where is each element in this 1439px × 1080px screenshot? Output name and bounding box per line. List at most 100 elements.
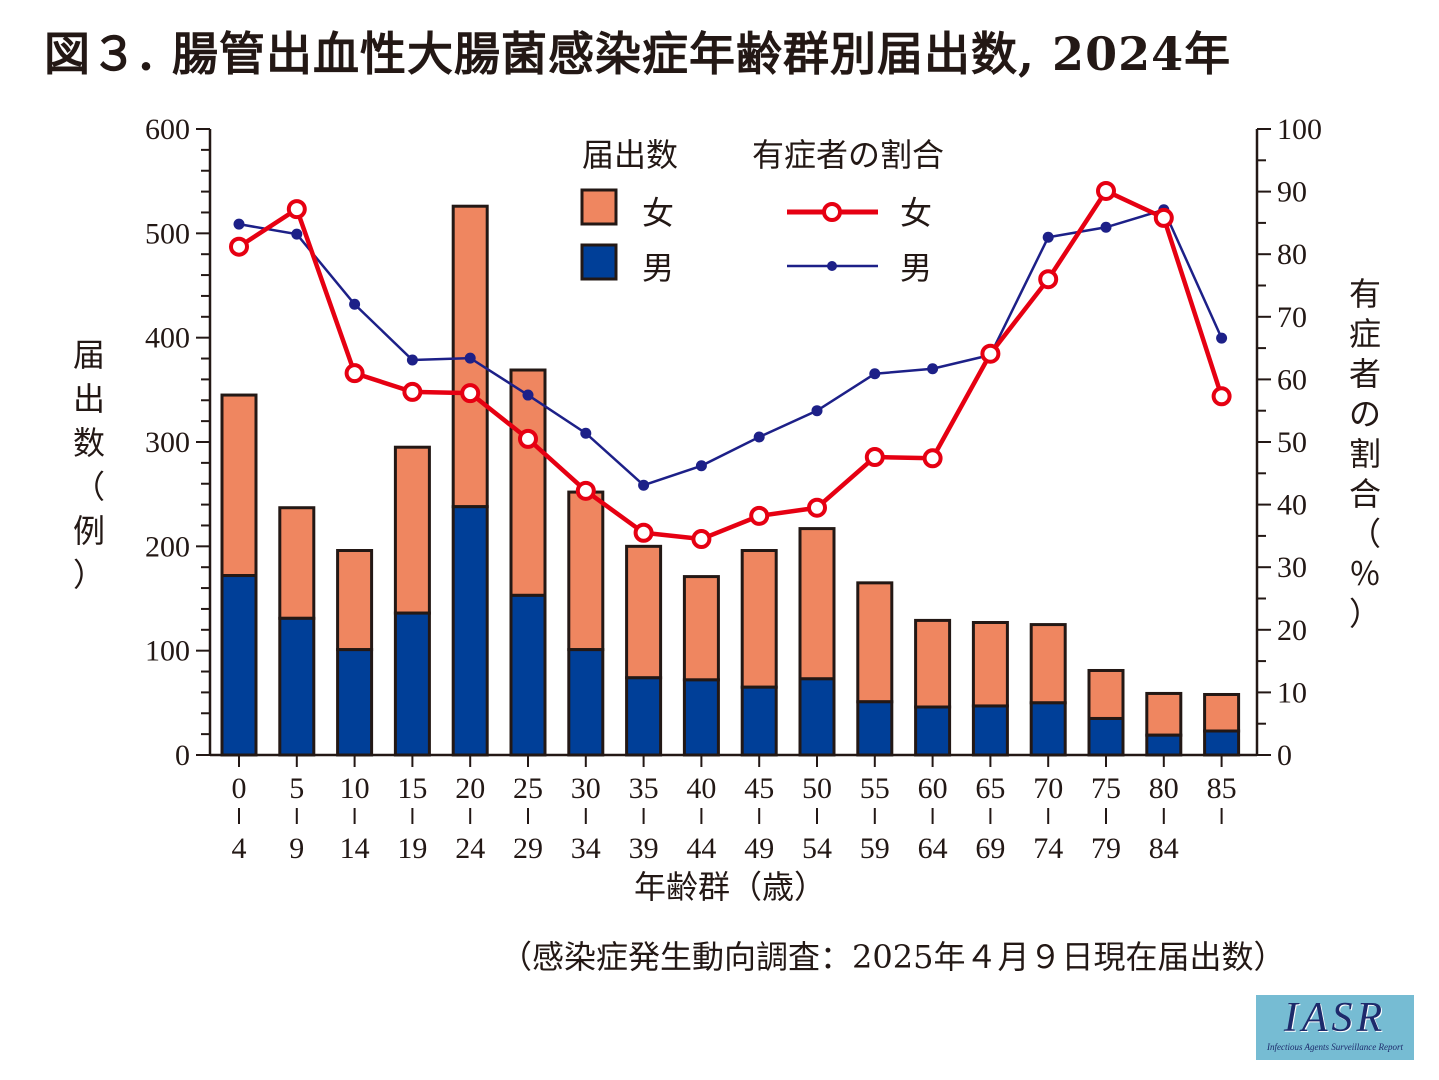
x-tick-label-to: 4	[232, 832, 247, 865]
legend-female-line-marker	[822, 202, 842, 222]
x-tick-label-to: 14	[340, 832, 370, 865]
x-tick-label-from: 45	[744, 772, 774, 805]
legend: 届出数 有症者の割合 女 男 女 男	[580, 136, 944, 287]
bar-female	[1203, 692, 1241, 733]
x-tick-label-from: 20	[455, 772, 485, 805]
x-tick-label-from: 15	[397, 772, 427, 805]
y-right-tick-label: 70	[1277, 301, 1307, 334]
x-tick-label-from: 10	[340, 772, 370, 805]
x-tick-label-to: 49	[744, 832, 774, 865]
iasr-logo-text: IASR	[1283, 995, 1387, 1041]
x-axis-title: 年齢群（歳）	[634, 868, 826, 906]
bar-male	[278, 616, 316, 757]
bar-male	[1087, 716, 1125, 757]
axis-title-char: 割	[1349, 435, 1381, 473]
point-female-ratio	[864, 447, 885, 468]
x-tick-label-to: 34	[571, 832, 601, 865]
y-left-tick-label: 100	[145, 635, 190, 668]
x-tick-label-from: 85	[1207, 772, 1237, 805]
legend-male-bar-label: 男	[642, 249, 674, 287]
point-male-ratio	[695, 460, 707, 472]
y-right-tick-label: 60	[1277, 363, 1307, 396]
line-female-ratio	[237, 188, 1224, 542]
bar-male	[336, 648, 374, 757]
x-tick-label-to: 64	[918, 832, 948, 865]
point-female-ratio	[807, 497, 827, 518]
axis-title-char: ）	[73, 556, 105, 594]
point-female-ratio	[1038, 269, 1059, 290]
bar-female	[625, 544, 663, 680]
lines-group	[229, 180, 1232, 550]
y-right-axis-title: 有症者の割合（％）	[1349, 275, 1381, 633]
bars-group	[220, 204, 1241, 757]
bar-male	[798, 677, 836, 757]
y-left-tick-label: 400	[145, 322, 190, 355]
point-female-ratio	[1096, 180, 1116, 201]
y-right-tick-label: 100	[1277, 113, 1322, 146]
x-tick-label-to: 39	[629, 832, 659, 865]
x-tick-label-from: 5	[289, 772, 304, 805]
point-female-ratio	[691, 529, 712, 550]
bar-female	[278, 506, 316, 620]
point-male-ratio	[811, 405, 823, 417]
y-left-tick-label: 600	[145, 113, 190, 146]
x-tick-label-from: 80	[1149, 772, 1179, 805]
bar-female	[567, 490, 605, 652]
source-note: （感染症発生動向調査：2025年４月９日現在届出数）	[500, 938, 1286, 976]
bar-male	[740, 685, 778, 757]
axes-group: 0 100 200 300 400 500 600 0 10 20 30 40 50 60 70 80 90 10…	[145, 113, 1322, 772]
y-right-tick-label: 40	[1277, 489, 1307, 522]
point-male-ratio	[1216, 332, 1228, 344]
bar-female	[509, 368, 547, 597]
legend-lines-header: 有症者の割合	[752, 136, 944, 174]
axis-title-char: 症	[1349, 315, 1381, 353]
point-female-ratio	[749, 505, 770, 526]
line-male-ratio	[238, 208, 1223, 487]
bar-male	[625, 676, 663, 757]
legend-female-bar-label: 女	[642, 194, 674, 232]
bar-female	[1029, 623, 1067, 705]
axis-title-char: の	[1349, 395, 1381, 433]
x-tick-label-to: 9	[289, 832, 304, 865]
x-tick-label-from: 65	[975, 772, 1005, 805]
point-female-ratio	[286, 199, 307, 220]
point-male-ratio	[464, 352, 476, 364]
point-female-ratio	[344, 363, 365, 384]
x-tick-label-to: 24	[455, 832, 485, 865]
y-right-tick-label: 0	[1277, 739, 1292, 772]
bar-male	[567, 648, 605, 757]
axis-title-char: 数	[73, 424, 105, 462]
bar-female	[682, 575, 720, 682]
point-female-ratio	[633, 522, 654, 543]
x-tick-label-from: 70	[1033, 772, 1063, 805]
bar-male	[1145, 733, 1183, 757]
point-female-ratio	[402, 381, 423, 402]
bar-male	[856, 700, 894, 757]
point-female-ratio	[518, 428, 538, 449]
x-tick-label-from: 35	[629, 772, 659, 805]
x-tick-label-from: 30	[571, 772, 601, 805]
y-right-tick-label: 50	[1277, 426, 1307, 459]
point-male-ratio	[869, 368, 881, 380]
iasr-logo-subtitle: Infectious Agents Surveillance Report	[1266, 1042, 1404, 1052]
bar-male	[220, 574, 258, 757]
y-right-tick-label: 30	[1277, 551, 1307, 584]
point-male-ratio	[638, 479, 650, 491]
y-left-axis-title: 届出数 （ 例 ）	[73, 336, 105, 594]
x-tick-label-from: 55	[860, 772, 890, 805]
bar-female	[740, 549, 778, 689]
y-left-tick-label: 500	[145, 217, 190, 250]
bar-male	[971, 704, 1009, 757]
bar-female	[336, 549, 374, 652]
x-tick-label-to: 54	[802, 832, 832, 865]
legend-female-line-label: 女	[900, 194, 932, 232]
bar-female	[856, 581, 894, 704]
point-female-ratio	[980, 343, 1001, 364]
point-female-ratio	[229, 236, 249, 257]
y-right-tick-label: 20	[1277, 614, 1307, 647]
point-male-ratio	[349, 298, 361, 310]
legend-male-line-label: 男	[900, 249, 932, 287]
axis-title-char: ％	[1349, 555, 1381, 593]
point-female-ratio	[1211, 386, 1232, 407]
x-tick-label-from: 0	[232, 772, 247, 805]
